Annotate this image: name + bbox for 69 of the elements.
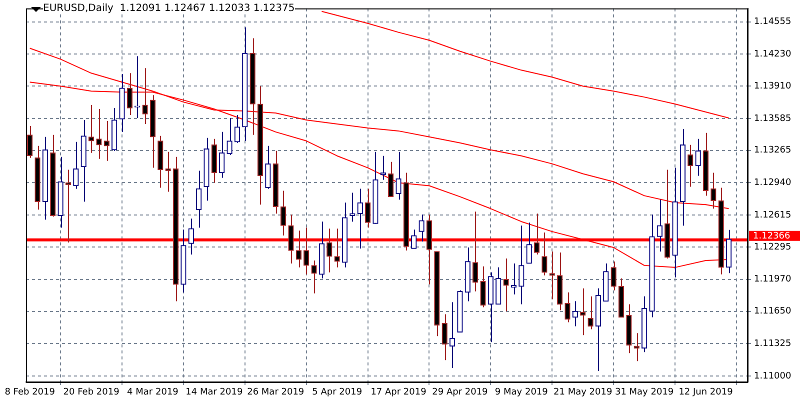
candlestick xyxy=(126,72,133,116)
candlestick xyxy=(96,108,102,160)
candlestick xyxy=(234,114,240,144)
candlestick xyxy=(296,230,302,268)
candlestick xyxy=(418,214,424,242)
candlestick xyxy=(134,56,140,118)
x-tick-label: 8 Feb 2019 xyxy=(4,388,56,398)
x-tick-label: 31 May 2019 xyxy=(614,388,674,398)
candlestick xyxy=(449,302,456,369)
candlestick xyxy=(588,296,594,330)
y-tick-label: 1.14555 xyxy=(754,17,792,28)
candlestick xyxy=(564,292,570,323)
candlestick xyxy=(226,117,232,156)
candlestick xyxy=(88,104,94,154)
y-tick-label: 1.12295 xyxy=(754,242,792,252)
candlestick xyxy=(311,260,317,294)
candlestick xyxy=(326,228,332,273)
y-tick-label: 1.11325 xyxy=(754,338,792,349)
candlestick xyxy=(265,145,271,190)
candlestick xyxy=(526,222,532,264)
candlestick xyxy=(142,68,148,124)
candlestick xyxy=(472,211,478,292)
candlestick xyxy=(104,120,110,162)
candlestick xyxy=(542,232,548,276)
y-tick-label: 1.11000 xyxy=(754,371,792,382)
candlestick xyxy=(196,170,202,228)
candlestick xyxy=(442,314,448,361)
y-tick-label: 1.12615 xyxy=(754,210,792,220)
ref-line-label: 1.12366 xyxy=(753,231,790,242)
chart-title: EURUSD,Daily 1.12091 1.12467 1.12033 1.12375 xyxy=(43,3,295,14)
candlestick xyxy=(188,218,194,255)
y-tick-label: 1.14230 xyxy=(754,50,792,60)
x-tick-label: 29 Apr 2019 xyxy=(432,388,488,398)
x-tick-label: 5 Apr 2019 xyxy=(312,388,362,398)
y-tick-label: 1.13265 xyxy=(754,146,792,156)
candlestick xyxy=(480,266,486,308)
candlestick xyxy=(656,199,662,252)
candlestick xyxy=(219,131,225,178)
candlestick xyxy=(357,188,363,249)
candlestick xyxy=(304,227,310,275)
candlestick xyxy=(710,172,716,210)
y-tick-label: 1.11650 xyxy=(754,306,792,317)
candlestick xyxy=(364,188,371,228)
x-tick-label: 20 Feb 2019 xyxy=(63,388,120,398)
x-tick-label: 12 Jun 2019 xyxy=(678,388,734,398)
candlestick xyxy=(288,214,294,264)
candlestick xyxy=(411,229,417,249)
x-tick-label: 14 Mar 2019 xyxy=(186,388,243,398)
candlestick xyxy=(73,141,79,190)
candlestick xyxy=(534,213,540,255)
x-tick-label: 17 Apr 2019 xyxy=(370,388,427,398)
candlestick xyxy=(334,228,340,268)
candlestick xyxy=(688,144,694,188)
candlestick xyxy=(610,260,616,291)
candlestick xyxy=(518,225,524,305)
candlestick xyxy=(503,258,509,312)
x-tick-label: 9 May 2019 xyxy=(494,388,548,398)
y-tick-label: 1.13910 xyxy=(754,81,792,92)
candlestick xyxy=(388,161,394,198)
candlestick xyxy=(396,151,402,200)
candlestick xyxy=(280,190,286,236)
candlestick xyxy=(572,300,578,327)
x-tick-label: 21 May 2019 xyxy=(554,388,612,398)
y-tick-label: 1.12940 xyxy=(754,178,792,188)
x-tick-label: 26 Mar 2019 xyxy=(247,388,304,398)
x-tick-label: 4 Mar 2019 xyxy=(127,388,179,398)
y-tick-label: 1.13585 xyxy=(754,114,792,124)
y-tick-label: 1.11970 xyxy=(754,274,792,285)
candlestick xyxy=(695,138,701,176)
